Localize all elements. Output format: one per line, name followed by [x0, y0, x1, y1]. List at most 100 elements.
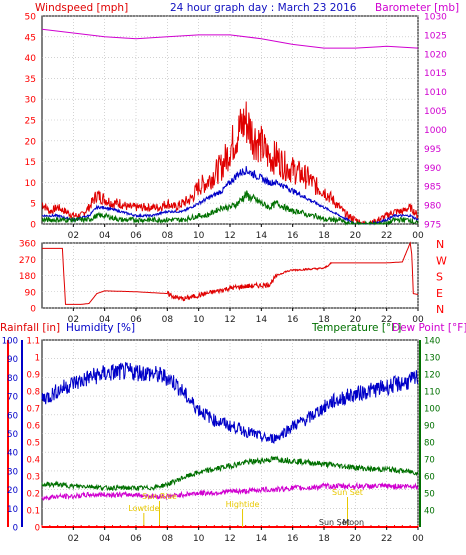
compass-tick-label: W — [436, 254, 447, 267]
direction-tick-label: 0 — [30, 305, 36, 315]
temperature-tick-label: 70 — [424, 456, 435, 466]
bottom-x-tick-label: 22 — [381, 534, 392, 544]
barometer-tick-label: 1000 — [424, 126, 447, 136]
windspeed-axis-label: Windspeed [mph] — [35, 2, 128, 14]
windspeed-tick-label: 30 — [25, 96, 37, 106]
barometer-tick-label: 1030 — [424, 13, 447, 23]
wind-x-tick-label: 18 — [318, 231, 330, 241]
temperature-axis-label: Temperature [°F] — [311, 322, 401, 334]
windspeed-tick-label: 10 — [25, 179, 37, 189]
dew-point-series-line — [41, 481, 419, 501]
wind-x-tick-label: 16 — [287, 231, 299, 241]
wind-x-tick-label: 02 — [68, 231, 79, 241]
humidity-tick-label: 30 — [7, 467, 18, 477]
bottom-x-tick-label: 18 — [318, 534, 330, 544]
humidity-tick-label: 80 — [7, 374, 18, 384]
wind-x-tick-label: 14 — [256, 231, 268, 241]
humidity-tick-label: 40 — [7, 449, 18, 459]
bottom-x-tick-label: 16 — [287, 534, 299, 544]
compass-tick-label: E — [436, 287, 443, 300]
barometer-tick-label: 990 — [424, 164, 441, 174]
barometer-tick-label: 985 — [424, 183, 441, 193]
bottom-x-tick-label: 10 — [193, 534, 205, 544]
humidity-tick-label: 100 — [2, 337, 18, 347]
barometer-tick-label: 995 — [424, 145, 441, 155]
rainfall-tick-label: 0.5 — [26, 439, 40, 449]
direction-x-tick-label: 14 — [256, 315, 268, 325]
direction-tick-label: 180 — [19, 272, 36, 282]
bottom-x-tick-label: 14 — [256, 534, 268, 544]
direction-x-tick-label: 00 — [412, 315, 424, 325]
windspeed-tick-label: 50 — [25, 13, 37, 23]
bottom-x-tick-label: 20 — [350, 534, 362, 544]
humidity-series-line — [41, 361, 419, 444]
temperature-tick-label: 120 — [424, 371, 440, 381]
wind-direction-series-line — [42, 241, 419, 305]
event-annotation-label: Sun Set — [319, 518, 350, 527]
windspeed-tick-label: 15 — [25, 158, 36, 168]
compass-tick-label: S — [436, 271, 443, 284]
rainfall-tick-label: 0.1 — [26, 507, 40, 517]
humidity-tick-label: 70 — [7, 393, 18, 403]
temperature-tick-label: 80 — [424, 439, 435, 449]
wind-x-tick-label: 10 — [193, 231, 205, 241]
rainfall-tick-label: 1 — [35, 354, 40, 364]
rainfall-tick-label: 1.1 — [26, 337, 40, 347]
wind-x-tick-label: 00 — [412, 231, 424, 241]
humidity-tick-label: 0 — [13, 524, 18, 534]
rainfall-axis-label: Rainfall [in] — [0, 322, 60, 334]
rainfall-tick-label: 0 — [35, 524, 40, 534]
direction-tick-label: 90 — [25, 288, 37, 298]
event-annotation-label: Lowtide — [128, 504, 159, 513]
windspeed-tick-label: 35 — [25, 75, 36, 85]
bottom-x-tick-label: 02 — [68, 534, 79, 544]
humidity-tick-label: 60 — [7, 411, 18, 421]
wind-minimum-series-line — [41, 190, 419, 226]
bottom-x-tick-label: 06 — [130, 534, 142, 544]
dew-point-axis-label: Dew Point [°F] — [392, 322, 466, 334]
direction-tick-label: 270 — [19, 256, 36, 266]
bottom-x-tick-label: 00 — [412, 534, 424, 544]
wind-gust-series-line — [41, 101, 419, 225]
wind-x-tick-label: 04 — [99, 231, 111, 241]
direction-x-tick-label: 10 — [193, 315, 205, 325]
direction-x-tick-label: 02 — [68, 315, 79, 325]
direction-x-tick-label: 18 — [318, 315, 330, 325]
graph-title: 24 hour graph day : March 23 2016 — [170, 2, 357, 14]
wind-x-tick-label: 06 — [130, 231, 142, 241]
rainfall-tick-label: 0.8 — [26, 388, 40, 398]
barometer-tick-label: 975 — [424, 221, 441, 231]
wind-x-tick-label: 08 — [162, 231, 174, 241]
direction-tick-label: 360 — [19, 240, 36, 250]
barometer-tick-label: 1025 — [424, 31, 447, 41]
humidity-tick-label: 20 — [7, 486, 18, 496]
direction-x-tick-label: 12 — [224, 315, 235, 325]
direction-x-tick-label: 16 — [287, 315, 299, 325]
windspeed-tick-label: 40 — [25, 54, 37, 64]
rainfall-tick-label: 0.3 — [26, 473, 40, 483]
bottom-x-tick-label: 12 — [224, 534, 235, 544]
windspeed-tick-label: 20 — [25, 137, 37, 147]
direction-x-tick-label: 22 — [381, 315, 392, 325]
temperature-series-line — [41, 455, 419, 492]
rainfall-tick-label: 0.6 — [26, 422, 40, 432]
temperature-tick-label: 100 — [424, 405, 440, 415]
rainfall-tick-label: 0.4 — [26, 456, 40, 466]
barometer-tick-label: 1020 — [424, 50, 447, 60]
rainfall-tick-label: 0.7 — [26, 405, 40, 415]
barometer-series-line — [41, 28, 419, 49]
direction-x-tick-label: 04 — [99, 315, 111, 325]
compass-tick-label: N — [436, 238, 444, 251]
humidity-tick-label: 90 — [7, 355, 18, 365]
humidity-tick-label: 50 — [7, 430, 18, 440]
temperature-tick-label: 60 — [424, 473, 435, 483]
event-annotation-label: Sun Rise — [142, 492, 177, 501]
direction-x-tick-label: 06 — [130, 315, 142, 325]
event-annotation-label: Hightide — [226, 500, 260, 509]
compass-tick-label: N — [436, 303, 444, 316]
windspeed-tick-label: 0 — [30, 221, 36, 231]
windspeed-tick-label: 45 — [25, 33, 36, 43]
rainfall-tick-label: 0.2 — [26, 490, 40, 500]
temperature-tick-label: 50 — [424, 490, 435, 500]
